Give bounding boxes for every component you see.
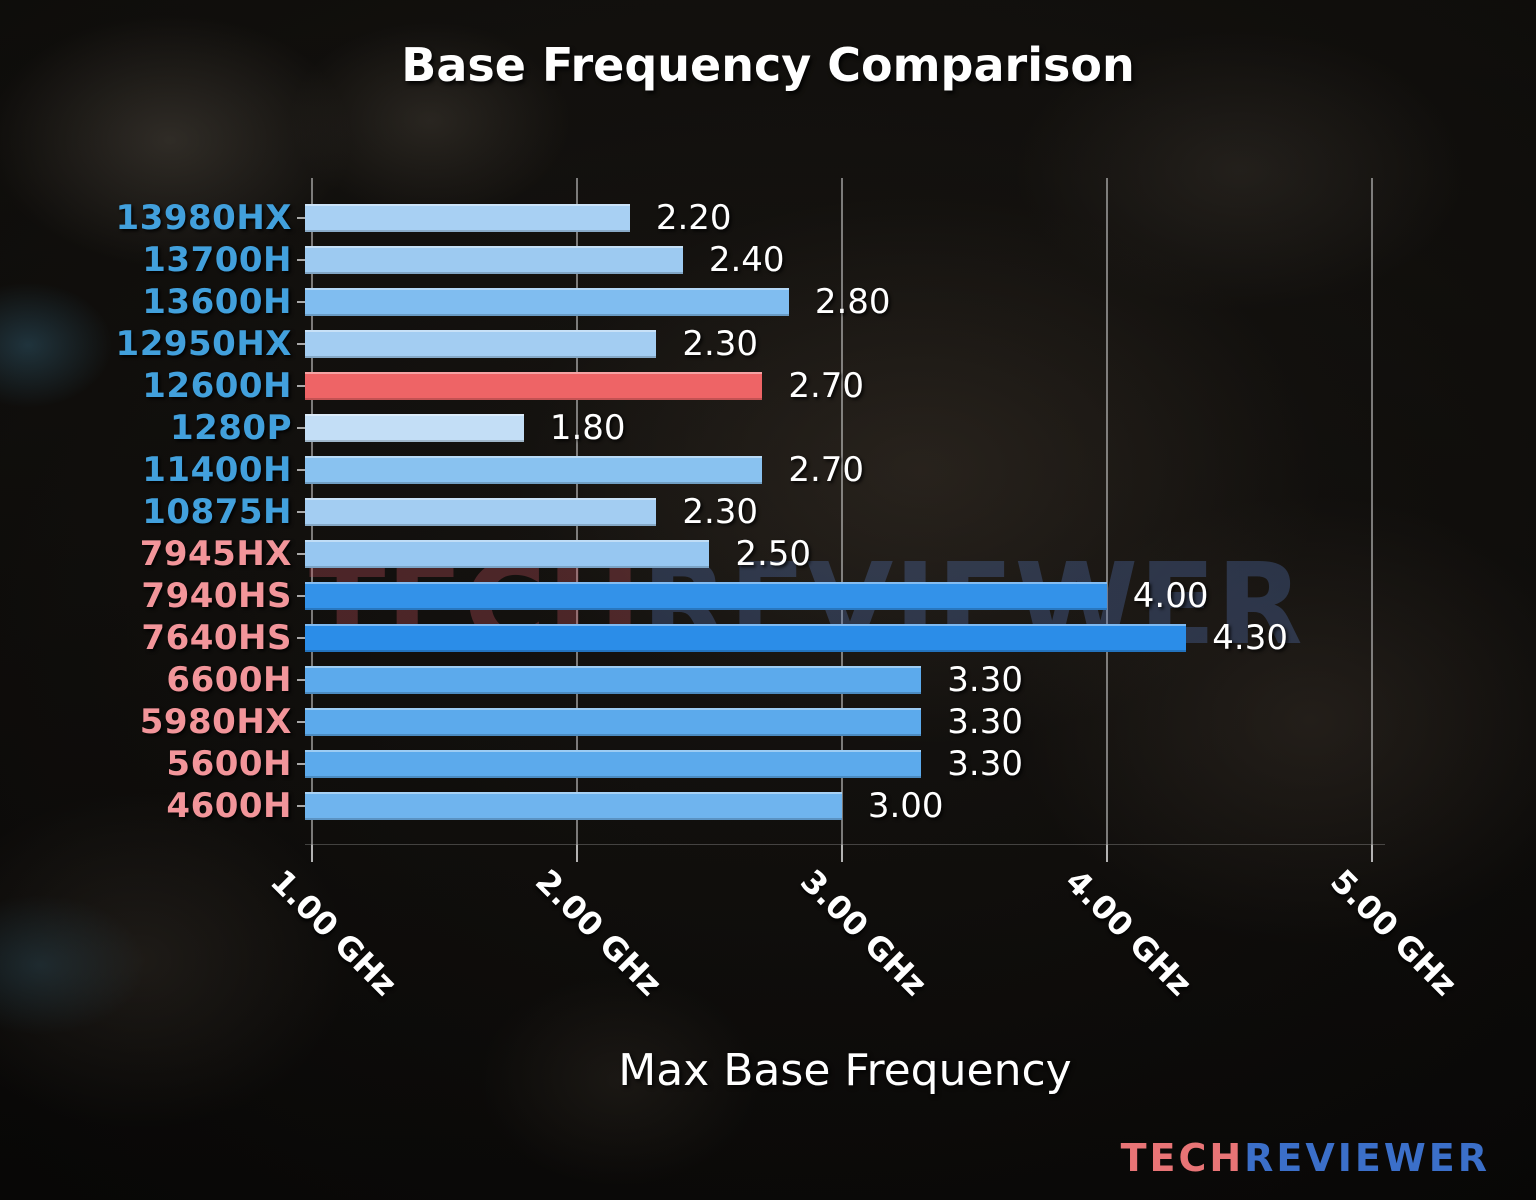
y-tick-mark [297, 343, 305, 345]
x-axis-spine [305, 844, 1385, 845]
category-label: 10875H [142, 492, 292, 532]
y-tick-mark [297, 553, 305, 555]
bar-value-label: 2.30 [682, 324, 759, 364]
bar-value-label: 2.30 [682, 492, 759, 532]
y-tick-mark [297, 679, 305, 681]
bar-value-label: 2.50 [735, 534, 812, 574]
bar [305, 372, 763, 400]
y-tick-mark [297, 721, 305, 723]
bar-value-label: 2.70 [788, 366, 865, 406]
bar-row: 2.70 [305, 449, 1385, 491]
y-tick-mark [297, 259, 305, 261]
category-label: 4600H [166, 786, 292, 826]
x-axis-title: Max Base Frequency [618, 1045, 1072, 1096]
bar-value-label: 2.80 [814, 282, 891, 322]
category-label: 13980HX [115, 198, 292, 238]
bar-value-label: 2.70 [788, 450, 865, 490]
bar-value-label: 4.00 [1132, 576, 1209, 616]
bar-value-label: 3.30 [947, 702, 1023, 742]
bar-row: 3.30 [305, 701, 1385, 743]
bar-row: 2.40 [305, 239, 1385, 281]
bar-value-label: 3.30 [947, 744, 1023, 784]
category-label: 12950HX [115, 324, 292, 364]
category-label: 13700H [142, 240, 292, 280]
category-label: 7940HS [141, 576, 292, 616]
y-tick-mark [297, 763, 305, 765]
bar-row: 3.30 [305, 743, 1385, 785]
brand-logo: TECHREVIEWER [1121, 1136, 1490, 1180]
bar [305, 582, 1107, 610]
bar [305, 624, 1187, 652]
bar [305, 414, 524, 442]
bar [305, 246, 683, 274]
category-label: 5980HX [139, 702, 292, 742]
x-tick-mark [310, 845, 313, 862]
y-tick-mark [297, 469, 305, 471]
y-tick-mark [297, 595, 305, 597]
x-tick-mark [1370, 845, 1373, 862]
x-tick-label: 2.00 GHz [527, 862, 670, 1004]
bar-row: 2.70 [305, 365, 1385, 407]
x-tick-mark [1105, 845, 1108, 862]
bar-row: 4.30 [305, 617, 1385, 659]
category-label: 7945HX [139, 534, 292, 574]
category-label: 5600H [166, 744, 292, 784]
category-label: 11400H [142, 450, 292, 490]
x-tick-mark [575, 845, 578, 862]
gridline [1370, 178, 1373, 845]
logo-reviewer: REVIEWER [1244, 1136, 1490, 1180]
chart-title: Base Frequency Comparison [401, 38, 1135, 92]
bar [305, 204, 630, 232]
y-tick-mark [297, 805, 305, 807]
gridline [1105, 178, 1108, 845]
y-tick-mark [297, 637, 305, 639]
category-label: 13600H [142, 282, 292, 322]
bar-row: 2.30 [305, 491, 1385, 533]
x-tick-label: 4.00 GHz [1057, 862, 1200, 1004]
bar-value-label: 3.00 [867, 786, 944, 826]
bar-value-label: 2.20 [655, 198, 732, 238]
category-label: 1280P [169, 408, 292, 448]
x-tick-mark [840, 845, 843, 862]
bar-row: 2.20 [305, 197, 1385, 239]
bar-row: 2.30 [305, 323, 1385, 365]
bar [305, 750, 922, 778]
bar-row: 3.30 [305, 659, 1385, 701]
y-axis-labels: 13980HX 13700H 13600H 12950HX 12600H 1280P 114… [0, 178, 292, 827]
bar-row: 2.50 [305, 533, 1385, 575]
bar [305, 330, 657, 358]
category-label: 12600H [142, 366, 292, 406]
bar [305, 540, 710, 568]
bar-value-label: 4.30 [1212, 618, 1288, 658]
bars-container: 2.20 2.40 2.80 2.30 2.70 1.80 2.70 2.30 2.50 4.00… [305, 178, 1385, 864]
x-tick-label: 3.00 GHz [792, 862, 935, 1004]
y-tick-mark [297, 385, 305, 387]
gridline [840, 178, 843, 845]
bar-value-label: 1.80 [549, 408, 626, 448]
bar-value-label: 2.40 [708, 240, 785, 280]
bar-value-label: 3.30 [947, 660, 1023, 700]
logo-tech: TECH [1120, 1136, 1245, 1180]
bar-row: 4.00 [305, 575, 1385, 617]
y-tick-mark [297, 511, 305, 513]
bar-row: 1.80 [305, 407, 1385, 449]
y-tick-mark [297, 217, 305, 219]
category-label: 7640HS [141, 618, 292, 658]
bar [305, 288, 789, 316]
plot-area: TECHREVIEWER 2.202.402.802.302.701.802.7… [263, 178, 1464, 1003]
bar [305, 666, 922, 694]
x-tick-label: 5.00 GHz [1322, 862, 1465, 1004]
bar-row: 3.00 [305, 785, 1385, 827]
bar [305, 498, 657, 526]
bar [305, 456, 763, 484]
bar [305, 708, 922, 736]
bar-row: 2.80 [305, 281, 1385, 323]
category-label: 6600H [166, 660, 292, 700]
y-tick-mark [297, 427, 305, 429]
x-tick-label: 1.00 GHz [263, 862, 405, 1004]
bar [305, 792, 842, 820]
y-tick-mark [297, 301, 305, 303]
